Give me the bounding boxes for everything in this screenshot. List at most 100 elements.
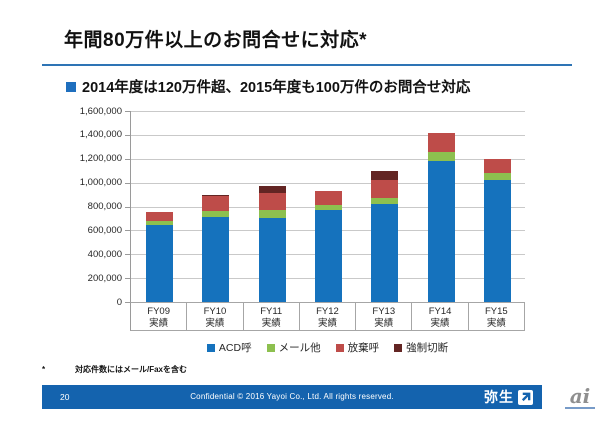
category-sublabel: 実績 <box>317 318 337 329</box>
y-axis-tick <box>125 230 130 232</box>
category-sublabel: 実績 <box>486 318 506 329</box>
bar-segment-fy11 <box>258 186 286 194</box>
y-axis-tick <box>125 111 130 112</box>
bar-segment-fy12 <box>315 205 342 211</box>
y-axis-label: 1,600,000 <box>79 105 122 117</box>
bar-segment-fy13 <box>371 180 399 199</box>
bar-segment-fy14 <box>427 151 455 162</box>
legend-item: メール他 <box>266 340 321 355</box>
title-divider <box>42 64 572 66</box>
x-axis-category-cell: FY14 実績 <box>412 303 469 330</box>
y-axis-tick <box>125 158 130 160</box>
y-axis-tick <box>125 206 130 208</box>
legend-label: ACD呼 <box>218 342 252 354</box>
bar-segment-fy14 <box>427 161 455 302</box>
category-label: FY14 <box>428 306 452 317</box>
bar-segment-fy13 <box>371 170 399 181</box>
bar-fy12 <box>315 111 342 302</box>
bar-segment-fy10 <box>202 216 230 302</box>
category-label: FY12 <box>316 306 339 317</box>
legend-label: メール他 <box>278 342 321 354</box>
legend-swatch-icon <box>206 343 215 352</box>
bar-segment-fy10 <box>202 196 230 211</box>
ai-logo-subtext <box>565 407 595 409</box>
yayoi-logo-text: 弥生 <box>484 389 514 405</box>
legend-swatch-icon <box>335 343 344 352</box>
legend-label: 強制切断 <box>406 342 449 354</box>
gridline <box>131 158 525 160</box>
stacked-bar-chart: FY09 実績 FY10 実績 FY11 実績 FY12 実績 FY13 実績 FY14 実績 FY15… <box>64 106 525 361</box>
legend-label: 放棄呼 <box>347 342 380 354</box>
confidential-notice: Confidential © 2016 Yayoi Co., Ltd. All … <box>190 392 394 401</box>
bar-fy14 <box>427 111 455 302</box>
bar-segment-fy11 <box>258 209 286 219</box>
footnote-text: 対応件数にはメール/Faxを含む <box>75 365 188 374</box>
y-axis-label: 400,000 <box>87 248 122 260</box>
bar-segment-fy09 <box>145 211 173 221</box>
category-label: FY15 <box>484 306 508 317</box>
y-axis-label: 1,000,000 <box>79 177 122 189</box>
legend-swatch-icon <box>394 343 403 352</box>
category-sublabel: 実績 <box>374 318 394 329</box>
category-label: FY11 <box>260 306 283 317</box>
y-axis-label: 600,000 <box>87 224 122 236</box>
legend-swatch-icon <box>266 343 275 352</box>
category-label: FY13 <box>372 306 396 317</box>
yayoi-arrow-icon <box>518 389 533 405</box>
bar-fy15 <box>484 111 512 302</box>
bar-segment-fy12 <box>315 191 342 206</box>
category-sublabel: 実績 <box>430 318 450 329</box>
y-axis-tick <box>125 182 130 184</box>
y-axis-tick <box>125 302 130 303</box>
bar-segment-fy15 <box>484 172 512 180</box>
y-axis-tick <box>125 278 130 280</box>
ai-logo-text: ai <box>569 384 591 408</box>
bar-fy13 <box>371 111 399 302</box>
page-number: 20 <box>60 392 70 402</box>
bar-segment-fy10 <box>202 194 230 197</box>
legend-item: ACD呼 <box>206 340 252 355</box>
gridline <box>131 111 525 112</box>
footnote: * 対応件数にはメール/Faxを含む <box>42 364 187 375</box>
bar-segment-fy15 <box>484 158 512 173</box>
plot-area <box>130 111 525 302</box>
category-label: FY10 <box>203 306 227 317</box>
y-axis-tick <box>125 134 130 136</box>
y-axis-tick <box>125 254 130 256</box>
legend-item: 放棄呼 <box>335 340 380 355</box>
bar-segment-fy12 <box>315 210 342 302</box>
bar-segment-fy11 <box>258 218 286 302</box>
footnote-asterisk: * <box>42 365 46 374</box>
legend-item: 強制切断 <box>394 340 448 355</box>
slide-subtitle: 2014年度は120万件超、2015年度も100万件のお問合せ対応 <box>66 76 566 97</box>
bar-segment-fy11 <box>258 193 286 210</box>
bar-fy09 <box>145 111 173 302</box>
x-axis-category-cell: FY09 実績 <box>131 303 188 330</box>
subtitle-text: 2014年度は120万件超、2015年度も100万件のお問合せ対応 <box>82 80 471 96</box>
yayoi-logo: 弥生 <box>484 385 533 409</box>
y-axis-label: 800,000 <box>87 201 122 212</box>
y-axis-label: 0 <box>116 296 122 308</box>
x-axis-category-cell: FY11 実績 <box>244 303 300 330</box>
x-axis-category-table: FY09 実績 FY10 実績 FY11 実績 FY12 実績 FY13 実績 FY14 実績 FY15… <box>130 302 525 331</box>
bar-segment-fy13 <box>371 198 399 205</box>
gridline <box>131 134 525 136</box>
category-sublabel: 実績 <box>261 318 281 329</box>
gridline <box>131 182 525 184</box>
x-axis-category-cell: FY13 実績 <box>356 303 413 330</box>
bar-segment-fy15 <box>484 179 512 302</box>
chart-legend: ACD呼 メール他 放棄呼 強制切断 <box>130 340 525 355</box>
ai-watermark: ai <box>563 386 597 409</box>
bar-segment-fy09 <box>145 220 173 225</box>
bar-segment-fy14 <box>427 132 455 152</box>
y-axis-label: 1,200,000 <box>79 153 122 165</box>
category-sublabel: 実績 <box>149 318 169 329</box>
bar-segment-fy10 <box>202 210 230 217</box>
category-label: FY09 <box>147 306 170 317</box>
y-axis-label: 1,400,000 <box>79 129 122 141</box>
x-axis-category-cell: FY10 実績 <box>187 303 244 330</box>
bar-fy11 <box>258 111 286 302</box>
category-sublabel: 実績 <box>205 318 225 329</box>
x-axis-category-cell: FY12 実績 <box>300 303 357 330</box>
